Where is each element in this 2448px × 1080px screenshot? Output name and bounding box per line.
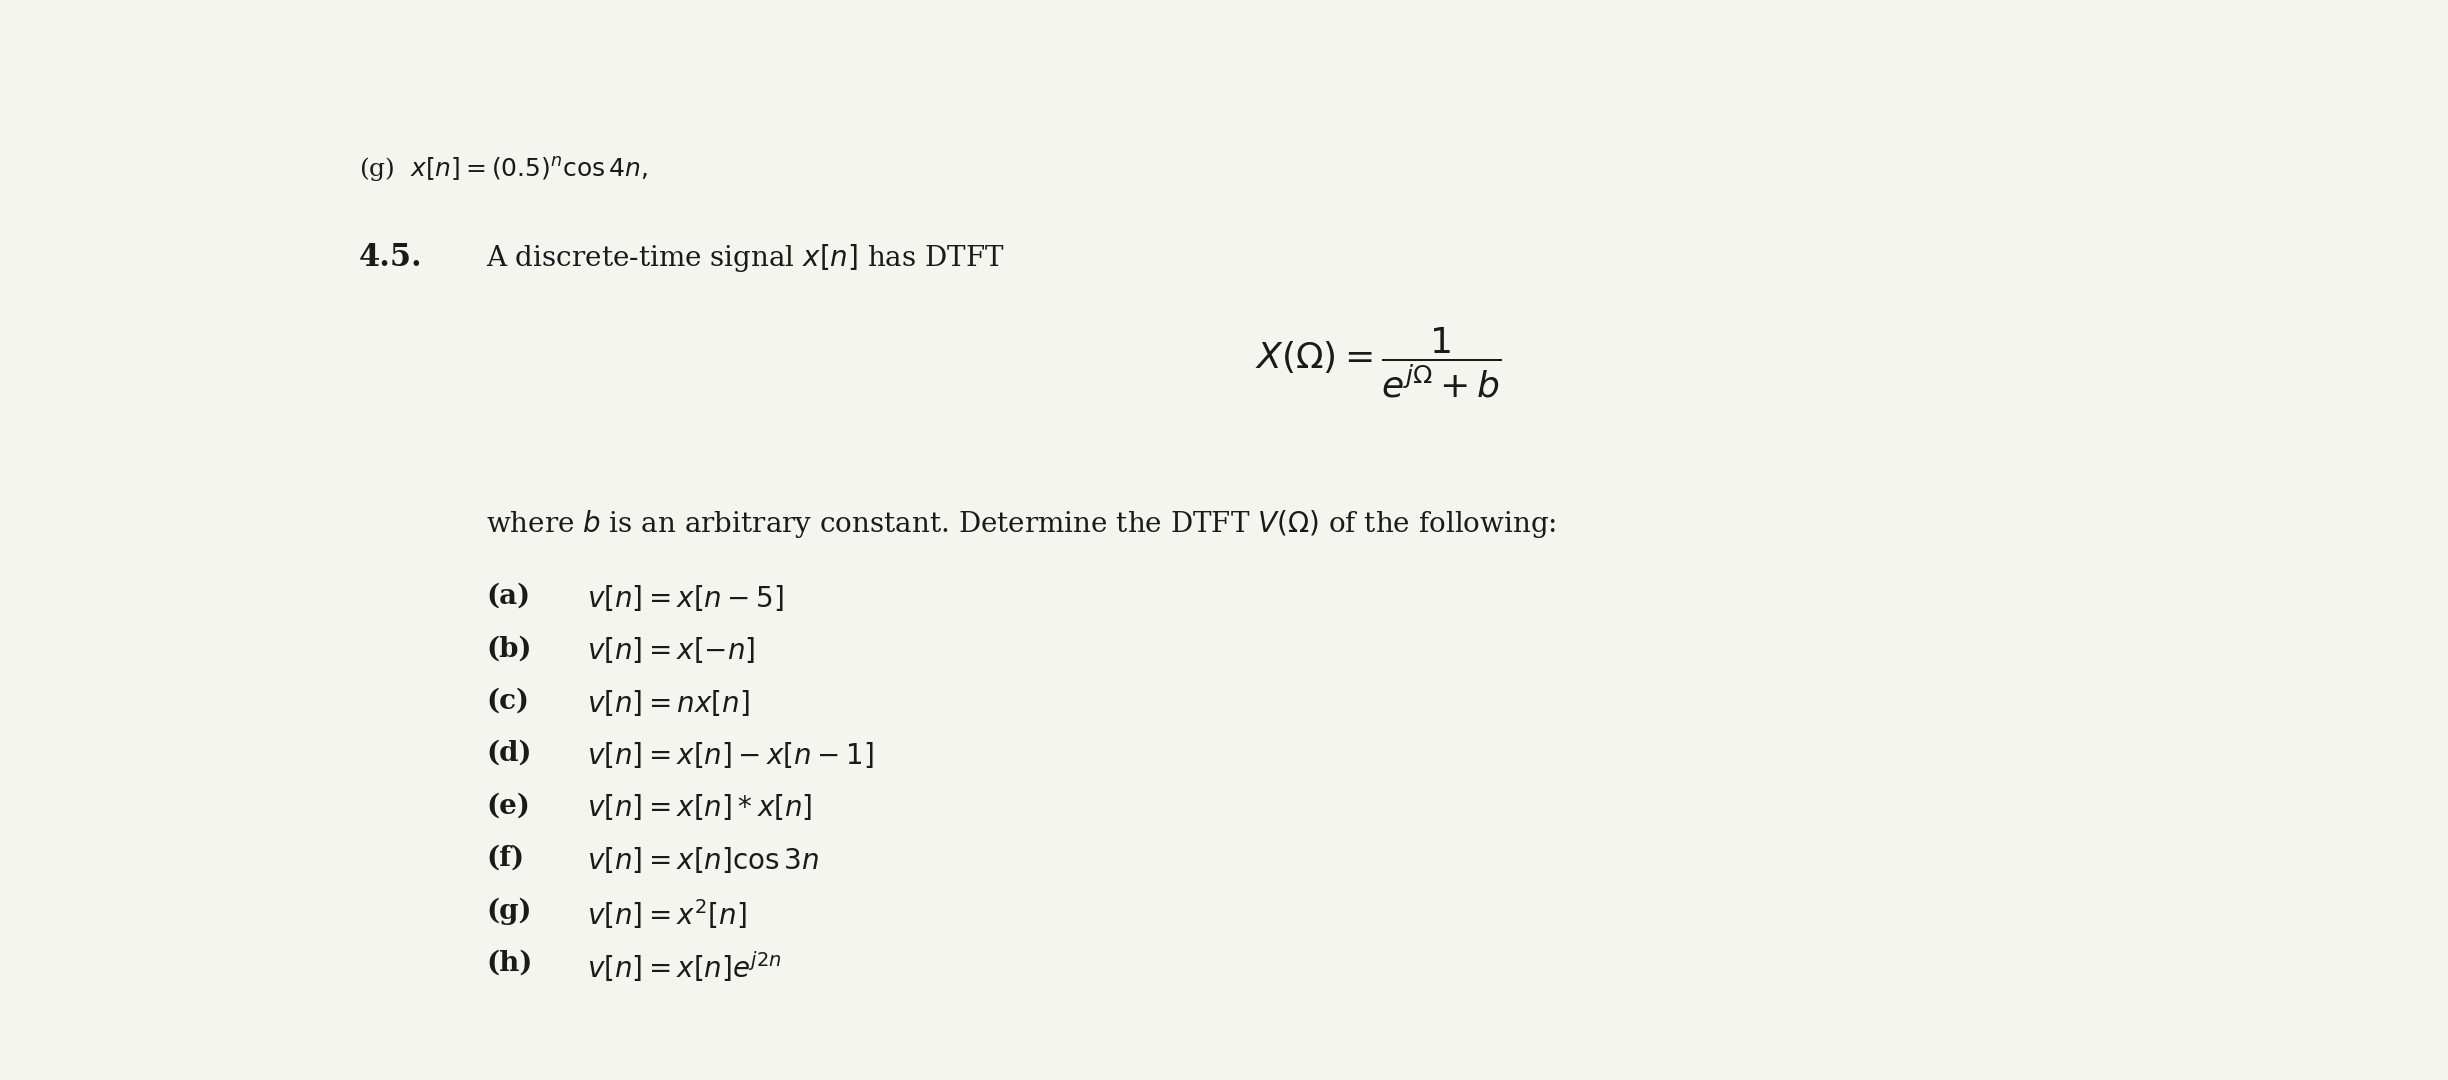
Text: (c): (c) [487, 688, 529, 715]
Text: $v[n] = x[n] - x[n - 1]$: $v[n] = x[n] - x[n - 1]$ [588, 740, 874, 770]
Text: (g)  $x[n] = (0.5)^n \cos 4n,$: (g) $x[n] = (0.5)^n \cos 4n,$ [360, 154, 649, 184]
Text: 4.5.: 4.5. [360, 242, 424, 273]
Text: $v[n] = x[n - 5]$: $v[n] = x[n - 5]$ [588, 583, 783, 612]
Text: where $b$ is an arbitrary constant. Determine the DTFT $V(\Omega)$ of the follow: where $b$ is an arbitrary constant. Dete… [487, 508, 1557, 540]
Text: $X(\Omega) = \dfrac{1}{e^{j\Omega} + b}$: $X(\Omega) = \dfrac{1}{e^{j\Omega} + b}$ [1256, 325, 1501, 400]
Text: (d): (d) [487, 740, 531, 767]
Text: (h): (h) [487, 949, 534, 976]
Text: $v[n] = x[-n]$: $v[n] = x[-n]$ [588, 635, 754, 665]
Text: (e): (e) [487, 793, 531, 820]
Text: $v[n] = x[n]e^{j2n}$: $v[n] = x[n]e^{j2n}$ [588, 949, 781, 984]
Text: $v[n] = nx[n]$: $v[n] = nx[n]$ [588, 688, 749, 717]
Text: $v[n] = x[n] \cos 3n$: $v[n] = x[n] \cos 3n$ [588, 845, 818, 875]
Text: (a): (a) [487, 583, 531, 610]
Text: (g): (g) [487, 897, 531, 924]
Text: (f): (f) [487, 845, 524, 872]
Text: A discrete-time signal $x[n]$ has DTFT: A discrete-time signal $x[n]$ has DTFT [487, 242, 1006, 274]
Text: (b): (b) [487, 635, 531, 662]
Text: $v[n] = x[n] * x[n]$: $v[n] = x[n] * x[n]$ [588, 793, 813, 822]
Text: $v[n] = x^2[n]$: $v[n] = x^2[n]$ [588, 897, 747, 931]
